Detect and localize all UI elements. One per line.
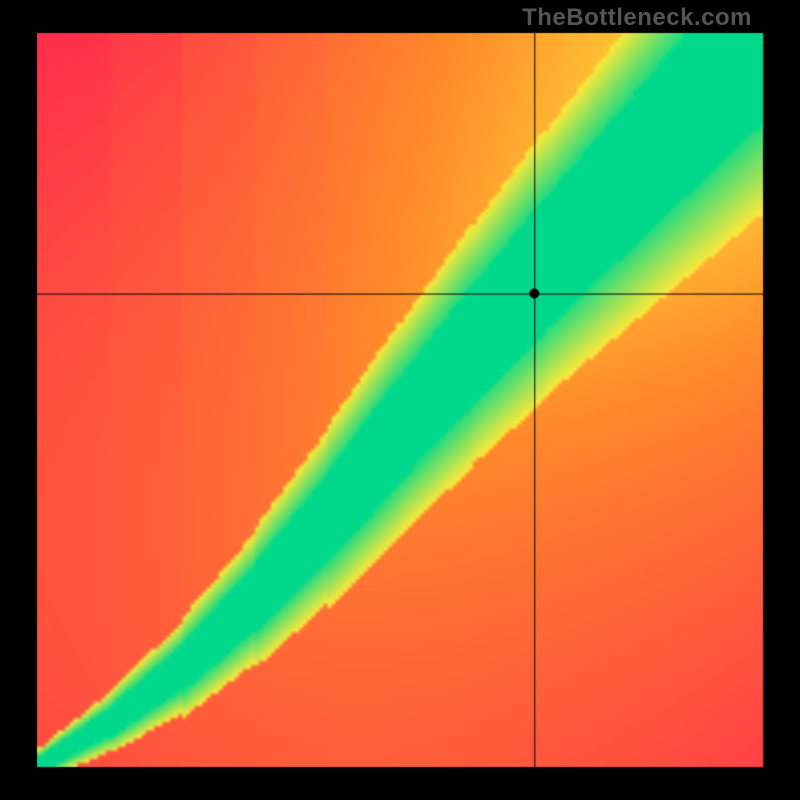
watermark-text: TheBottleneck.com [522, 4, 752, 32]
bottleneck-heatmap [0, 0, 800, 800]
chart-container: TheBottleneck.com [0, 0, 800, 800]
